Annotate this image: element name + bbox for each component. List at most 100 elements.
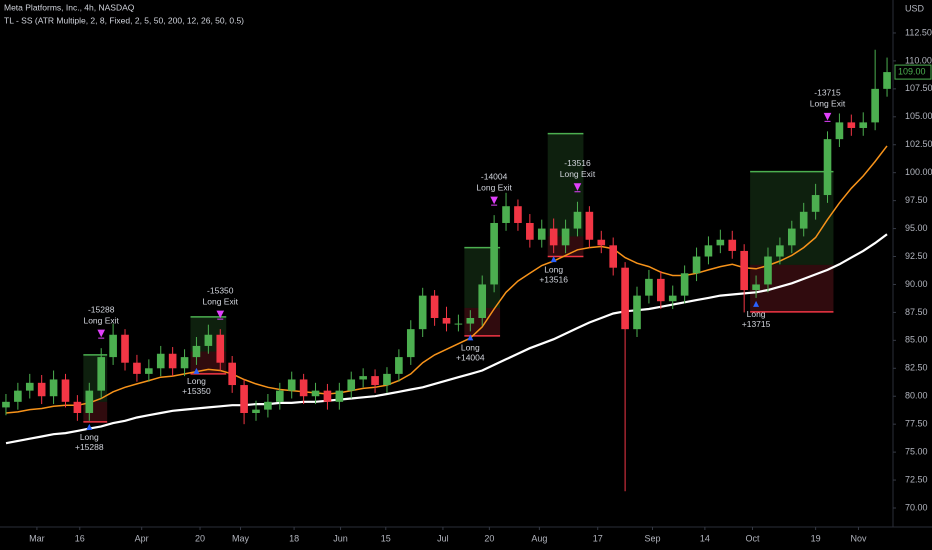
candle-body (133, 362, 141, 374)
last-price-tag (894, 64, 932, 80)
candle-body (764, 256, 772, 285)
currency-label: USD (905, 3, 925, 13)
entry-arrow (753, 300, 760, 307)
candle-body (752, 284, 760, 291)
candle-body (347, 379, 356, 391)
y-tick-label: 100.00 (905, 167, 932, 177)
candle-body (454, 323, 463, 325)
y-tick-label: 95.00 (905, 223, 928, 233)
candle-body (335, 390, 344, 402)
candle-body (633, 295, 641, 330)
candle-body (85, 390, 94, 413)
candle-body (573, 211, 582, 229)
y-tick-label: 107.50 (905, 83, 932, 93)
x-tick-label: Apr (135, 533, 149, 543)
x-tick-label: Aug (531, 533, 547, 543)
candle-body (216, 334, 225, 363)
candle-body (442, 317, 451, 324)
y-tick-label: 110.00 (905, 55, 932, 65)
exit-label: Long Exit (476, 182, 512, 192)
x-tick-label: Jun (333, 533, 348, 543)
candle-body (192, 345, 201, 358)
candle-body (526, 222, 534, 240)
candle-body (180, 357, 189, 369)
candle-body (537, 228, 546, 240)
candle-body (383, 373, 391, 386)
y-tick-label: 70.00 (905, 502, 928, 512)
exit-arrow (216, 310, 225, 320)
exit-label: Long Exit (83, 315, 119, 325)
candle-body (847, 122, 856, 128)
y-tick-label: 112.50 (905, 27, 932, 37)
entry-pnl: +15288 (75, 442, 104, 452)
y-tick-label: 72.50 (905, 474, 928, 484)
x-tick-label: 20 (195, 533, 205, 543)
candle-body (811, 195, 820, 212)
candle-body (240, 385, 248, 413)
x-tick-label: 15 (381, 533, 391, 543)
exit-arrow (573, 183, 582, 193)
candle-body (740, 250, 748, 291)
exit-arrow (97, 329, 106, 339)
y-tick-label: 85.00 (905, 335, 928, 345)
exit-pnl: -13715 (814, 88, 841, 98)
entry-arrow (86, 423, 93, 430)
exit-pnl: -15288 (88, 304, 115, 314)
candle-body (430, 295, 439, 318)
candle-body (478, 284, 487, 318)
candle-body (859, 122, 868, 128)
candle-body (645, 278, 653, 296)
candle-body (621, 267, 629, 330)
candle-body (97, 357, 106, 391)
x-tick-label: Sep (644, 533, 660, 543)
y-tick-label: 97.50 (905, 195, 928, 205)
entry-label: Long (747, 309, 766, 319)
candle-body (37, 382, 46, 397)
candle-body (609, 245, 618, 268)
entry-pnl: +13715 (742, 319, 771, 329)
candle-body (73, 401, 82, 413)
candle-body (145, 368, 153, 374)
exit-pnl: -14004 (481, 171, 508, 181)
candle-body (597, 239, 606, 246)
candle-body (871, 88, 879, 123)
candle-body (466, 317, 475, 324)
y-tick-label: 102.50 (905, 139, 932, 149)
entry-arrow (467, 334, 474, 341)
candle-body (275, 390, 284, 402)
exit-arrow (490, 196, 498, 206)
y-tick-label: 92.50 (905, 251, 928, 261)
candle-body (418, 295, 427, 330)
y-tick-label: 75.00 (905, 446, 928, 456)
candle-body (14, 390, 22, 402)
x-tick-label: 19 (811, 533, 821, 543)
candle-body (776, 245, 784, 257)
y-tick-label: 105.00 (905, 111, 932, 121)
x-tick-label: 17 (593, 533, 603, 543)
candle-body (121, 334, 129, 363)
entry-label: Long (80, 432, 99, 442)
candle-body (716, 239, 725, 246)
candle-body (204, 334, 213, 346)
candle-body (406, 329, 415, 358)
candle-body (561, 228, 570, 246)
candle-body (25, 382, 34, 391)
x-tick-label: Jul (437, 533, 449, 543)
x-tick-label: 14 (700, 533, 710, 543)
candle-body (299, 379, 308, 397)
candle-body (109, 334, 117, 358)
moving-average (5, 145, 888, 414)
candle-body (585, 211, 594, 240)
entry-label: Long (187, 376, 206, 386)
candle-body (549, 228, 558, 246)
candle-body (704, 245, 713, 257)
x-tick-label: Nov (850, 533, 867, 543)
candle-body (311, 390, 320, 397)
candle-body (323, 390, 332, 402)
x-tick-label: 16 (75, 533, 85, 543)
x-tick-label: 20 (484, 533, 494, 543)
candle-body (252, 409, 260, 413)
candle-body (668, 295, 677, 302)
